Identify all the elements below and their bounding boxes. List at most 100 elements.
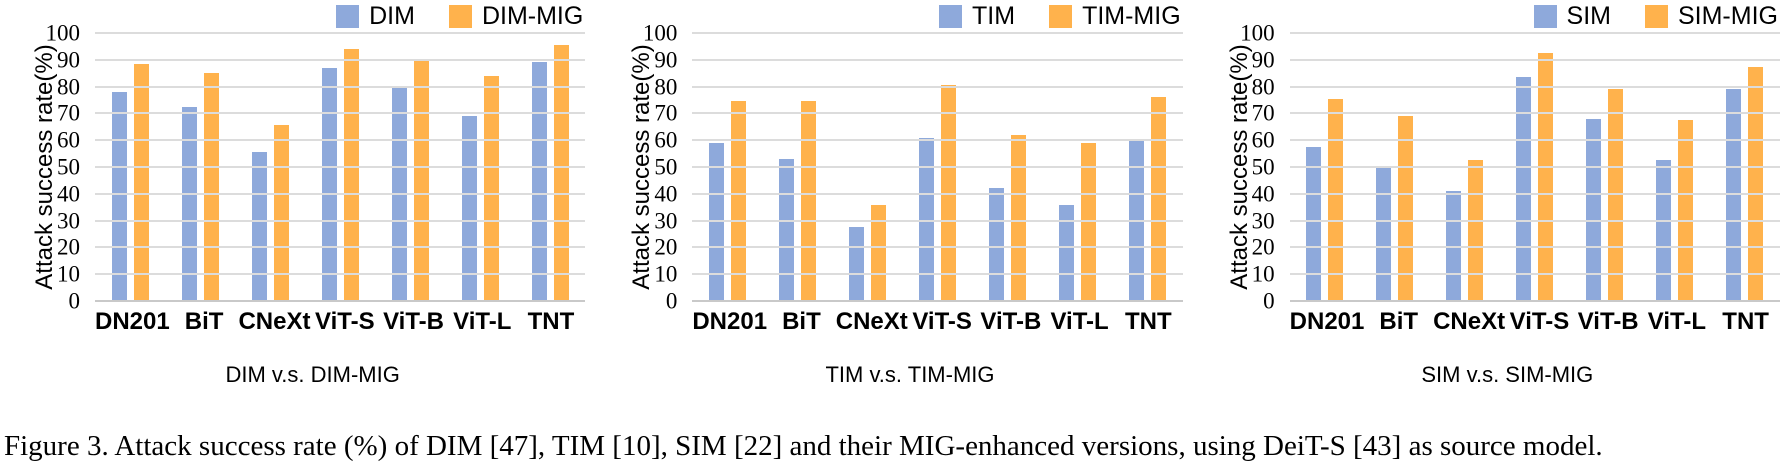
gridline [692,32,1183,34]
gridline [1289,166,1780,168]
y-tick-label: 60 [1251,127,1275,153]
bar-groups [692,33,1182,301]
x-category-label: TNT [1722,308,1769,335]
y-tick-label: 80 [654,74,678,100]
x-axis-category-labels: DN201 BiT CNeXt ViT-S ViT-B ViT-L TNT [95,308,585,336]
y-tick-label: 90 [57,47,80,73]
bar-SIM-MIG-ViT-L [1678,120,1694,301]
bar-SIM-MIG-CNeXt [1468,160,1484,301]
legend-item: TIM-MIG [1049,4,1181,29]
chart-subtitle: DIM v.s. DIM-MIG [225,362,400,387]
y-tick-label: 30 [654,208,678,234]
plot-zone: Attack success rate(%) 0 10 20 30 40 50 60 70 80… [597,22,1194,313]
bar-group [165,33,235,301]
gridline [1289,219,1780,222]
bar-group [832,33,902,301]
bar-DIM-MIG-ViT-B [413,61,429,301]
gridline [95,219,586,222]
legend-label: SIM [1566,2,1611,30]
legend-item: SIM-MIG [1644,2,1778,30]
chart-subtitle: SIM v.s. SIM-MIG [1421,362,1594,387]
bar-TIM-MIG-CNeXt [870,204,886,301]
bar-group [1290,33,1360,301]
y-tick-label: 50 [1251,154,1275,180]
bar-DIM-BiT [181,106,197,301]
chart-dim: DIM DIM-MIG Attack success rate(%) 0 10 20 3… [0,0,597,398]
x-category-label: ViT-L [453,308,512,335]
y-axis-ticks: 0 10 20 30 40 50 60 70 80 90 100 [635,22,687,313]
gridline [692,85,1183,88]
gridline [1289,85,1780,88]
legend-label: SIM-MIG [1677,2,1778,30]
bar-SIM-MIG-ViT-B [1608,89,1624,301]
bar-SIM-MIG-TNT [1748,66,1764,301]
legend-swatch-orange [1644,5,1668,28]
bar-DIM-TNT [531,62,547,301]
gridline [95,192,586,195]
y-tick-label: 90 [654,47,678,73]
gridline [692,58,1183,61]
bar-SIM-MIG-DN201 [1328,98,1344,301]
bar-group [692,33,762,301]
bar-SIM-MIG-ViT-S [1538,53,1554,301]
legend: DIM DIM-MIG [336,4,583,29]
x-category-label: BiT [782,308,821,335]
bar-TIM-ViT-S [918,137,934,301]
x-category-label: ViT-S [912,308,972,335]
bar-TIM-MIG-BiT [800,101,816,301]
gridline [692,192,1183,195]
y-tick-label: 70 [57,100,80,126]
x-category-label: ViT-S [315,308,375,335]
y-axis-ticks: 0 10 20 30 40 50 60 70 80 90 100 [1233,22,1285,313]
bar-DIM-MIG-CNeXt [273,125,289,301]
bar-group [973,33,1043,301]
plot-area [1289,32,1780,302]
bar-DIM-CNeXt [251,152,267,301]
gridline [692,273,1183,276]
bar-TIM-ViT-L [1059,204,1075,301]
x-category-label: DN201 [95,308,170,335]
plot-area [692,32,1183,302]
bar-TIM-MIG-DN201 [730,101,746,301]
bar-DIM-DN201 [111,91,127,301]
y-tick-label: 90 [1251,47,1275,73]
bar-DIM-MIG-ViT-L [483,75,499,301]
bar-TIM-MIG-ViT-L [1081,142,1097,301]
y-tick-label: 60 [654,127,678,153]
legend-item: TIM [939,4,1015,29]
gridline [1289,112,1780,115]
x-category-label: ViT-S [1509,308,1570,335]
figure-charts-row: DIM DIM-MIG Attack success rate(%) 0 10 20 3… [0,0,1780,398]
legend: SIM SIM-MIG [1533,2,1778,30]
bar-SIM-ViT-S [1516,77,1532,301]
x-category-label: CNeXt [1433,308,1506,335]
y-tick-label: 20 [57,234,80,260]
y-tick-label: 40 [1251,181,1275,207]
legend: TIM TIM-MIG [939,4,1181,29]
y-tick-label: 50 [654,154,678,180]
y-tick-label: 0 [665,288,678,314]
plot-area [95,32,586,302]
chart-subtitle: TIM v.s. TIM-MIG [825,362,995,387]
bar-DIM-MIG-DN201 [133,63,149,301]
y-tick-label: 80 [57,74,80,100]
legend-label: TIM-MIG [1082,2,1181,30]
y-tick-label: 100 [642,20,678,46]
bar-DIM-MIG-ViT-S [343,49,359,301]
x-axis-category-labels: DN201 BiT CNeXt ViT-S ViT-B ViT-L TNT [1290,308,1780,336]
gridline [95,58,586,61]
legend-label: DIM-MIG [481,2,584,30]
bar-TIM-CNeXt [848,227,864,301]
y-tick-label: 10 [654,261,678,287]
gridline [95,300,586,302]
x-category-label: BiT [1379,308,1419,335]
figure-caption: Figure 3. Attack success rate (%) of DIM… [4,430,1603,462]
y-tick-label: 10 [57,261,80,287]
bar-group [1500,33,1570,301]
gridline [692,219,1183,222]
bar-SIM-TNT [1726,89,1742,301]
bar-TIM-DN201 [708,142,724,301]
bar-TIM-BiT [778,158,794,301]
x-category-label: DN201 [692,308,768,335]
bar-DIM-ViT-L [461,116,477,301]
